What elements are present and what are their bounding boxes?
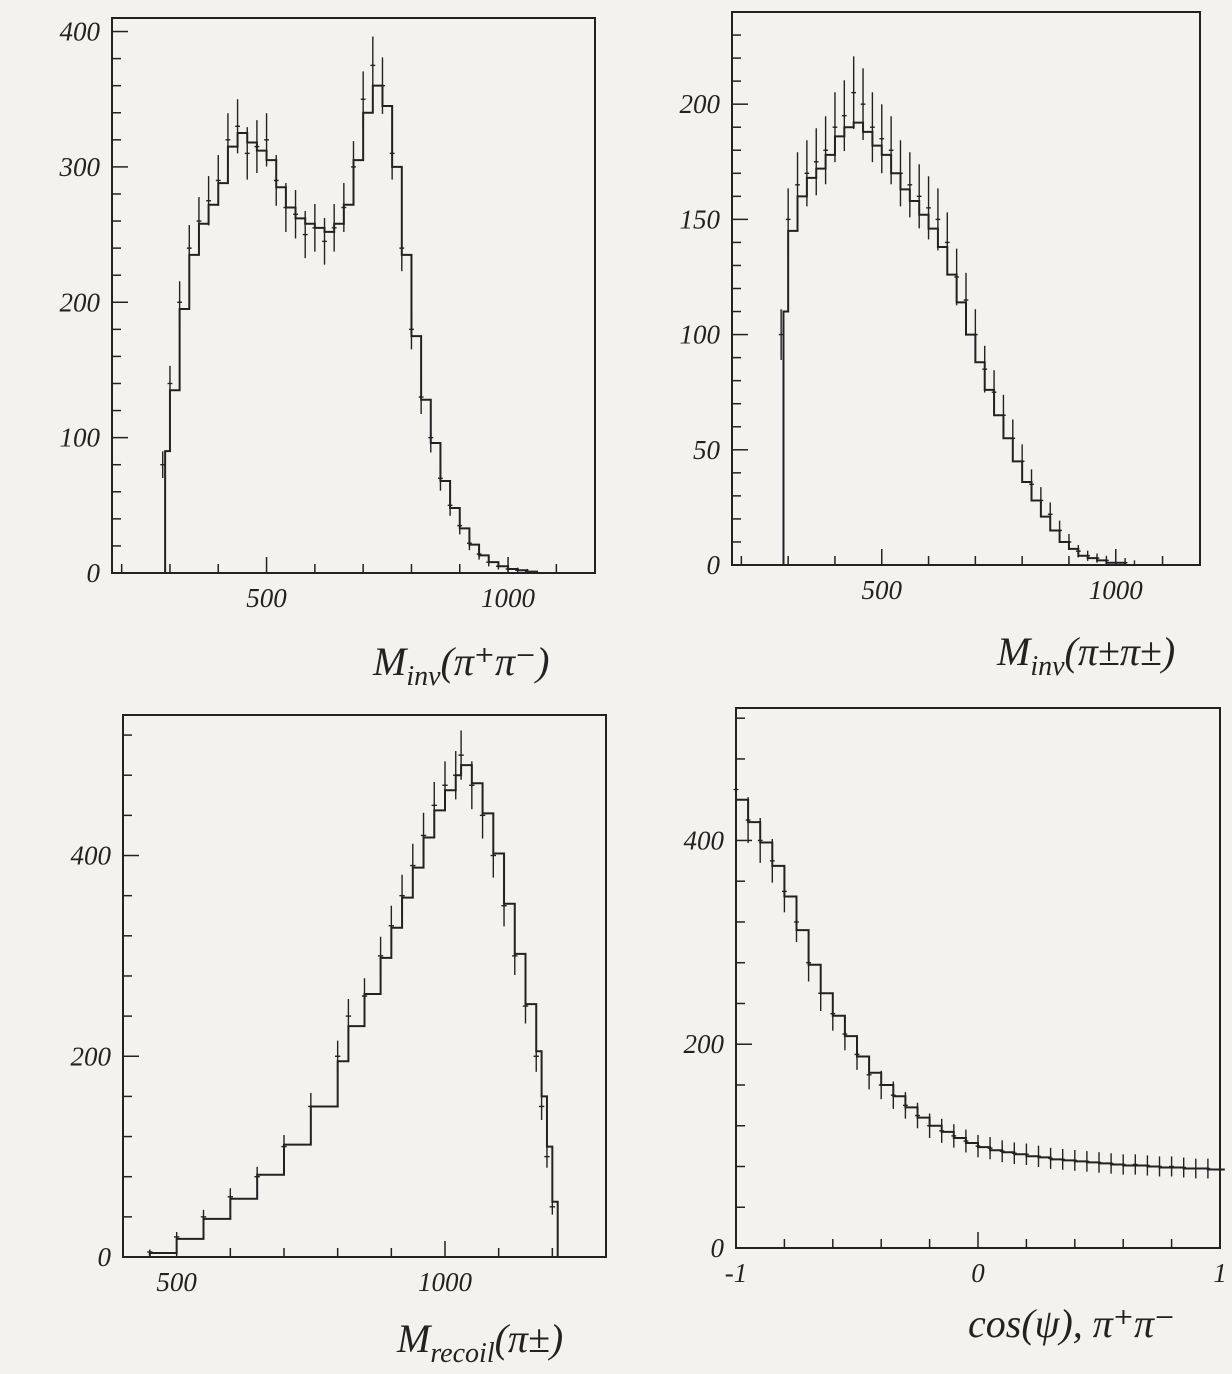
y-tick-label: 200 — [60, 287, 101, 317]
y-tick-label: 150 — [680, 204, 721, 234]
y-tick-label: 300 — [59, 152, 101, 182]
y-tick-label: 400 — [71, 841, 112, 871]
y-tick-label: 100 — [680, 320, 721, 350]
x-tick-label: 0 — [971, 1258, 985, 1288]
y-tick-label: 100 — [60, 423, 101, 453]
chart-panel-minv-ss: Minv(π±π±) 500 1000 0 50 100 150 200 — [680, 11, 1201, 682]
x-tick-label: 1 — [1213, 1258, 1227, 1288]
xlabel-cospsi: cos(ψ), π⁺π⁻ — [968, 1301, 1175, 1346]
y-tick-label: 400 — [60, 17, 101, 47]
y-tick-label: 0 — [707, 550, 721, 580]
x-tick-label: 500 — [156, 1267, 197, 1297]
x-tick-label: 1000 — [418, 1267, 473, 1297]
chart-panel-minv-pm: Minv(π⁺π⁻) 500 1000 0 100 200 300 400 — [59, 17, 596, 692]
x-tick-label: -1 — [725, 1258, 748, 1288]
xlabel-minv-pm: Minv(π⁺π⁻) — [372, 639, 550, 692]
plot-frame — [122, 714, 607, 1258]
plot-frame — [111, 17, 596, 574]
y-tick-label: 50 — [693, 435, 721, 465]
y-tick-label: 200 — [684, 1029, 725, 1059]
chart-panel-mrecoil: Mrecoil(π±) 500 1000 0 200 400 — [71, 714, 607, 1369]
y-tick-label: 0 — [98, 1242, 112, 1272]
y-tick-label: 200 — [71, 1041, 112, 1071]
x-tick-label: 1000 — [1089, 575, 1144, 605]
x-tick-label: 500 — [246, 583, 287, 613]
y-tick-label: 0 — [87, 558, 101, 588]
y-tick-label: 400 — [684, 825, 725, 855]
xlabel-minv-ss: Minv(π±π±) — [996, 629, 1175, 682]
mc-histogram-line — [133, 764, 564, 1258]
x-tick-label: 1000 — [481, 583, 536, 613]
x-tick-label: 500 — [862, 575, 903, 605]
y-tick-label: 0 — [711, 1233, 725, 1263]
xlabel-mrecoil: Mrecoil(π±) — [396, 1316, 563, 1369]
y-tick-label: 200 — [680, 89, 721, 119]
mc-histogram-line — [778, 121, 1140, 566]
